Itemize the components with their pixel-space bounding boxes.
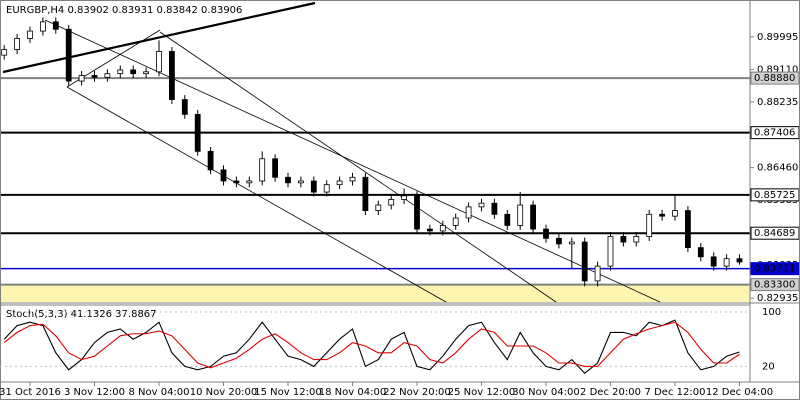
y-tick-label: 0.82935 xyxy=(757,293,798,304)
candle-body xyxy=(272,158,279,178)
x-tick-label: 25 Nov 12:00 xyxy=(448,387,515,398)
x-tick-label: 18 Nov 04:00 xyxy=(319,387,386,398)
candle-body xyxy=(620,236,627,243)
candle-body xyxy=(156,51,162,73)
candle-body xyxy=(323,184,330,193)
candle-body xyxy=(310,180,317,193)
channel-line xyxy=(159,31,557,303)
x-tick-label: 7 Dec 12:00 xyxy=(645,387,706,398)
candle-body xyxy=(297,180,304,184)
candle-body xyxy=(388,199,395,206)
level-label: 0.85725 xyxy=(754,190,795,201)
candle-body xyxy=(543,228,549,239)
x-tick-label: 22 Nov 20:00 xyxy=(383,387,450,398)
candle-body xyxy=(723,258,730,267)
candle-body xyxy=(491,202,498,215)
stoch-title: Stoch(5,3,3) 41.1326 37.8867 xyxy=(6,309,157,320)
candle-body xyxy=(452,217,459,226)
candle-body xyxy=(130,69,137,75)
candle-body xyxy=(259,158,266,182)
candle-body xyxy=(207,150,214,171)
candle-body xyxy=(581,241,588,282)
candle-body xyxy=(685,210,691,248)
candle-body xyxy=(697,247,704,258)
candle-body xyxy=(1,49,8,56)
candle-body xyxy=(104,73,111,78)
level-layer xyxy=(0,77,750,286)
candle-body xyxy=(414,195,420,230)
candle-body xyxy=(285,176,291,184)
candle-body xyxy=(117,69,124,75)
y-tick-label: 0.86460 xyxy=(757,163,798,174)
zone-layer xyxy=(0,284,750,302)
candle-layer xyxy=(1,17,743,287)
candle-body xyxy=(27,30,33,39)
y-tick-label: 100 xyxy=(762,307,781,318)
candle-body xyxy=(168,51,175,100)
candle-body xyxy=(349,176,356,182)
candle-body xyxy=(362,176,369,211)
candle-body xyxy=(233,180,240,184)
candle-body xyxy=(14,38,21,50)
x-tick-label: 30 Nov 04:00 xyxy=(512,387,579,398)
candle-body xyxy=(439,224,446,232)
candle-body xyxy=(91,75,98,78)
y-tick-label: 0.89110 xyxy=(757,65,798,76)
candle-body xyxy=(220,169,227,182)
candle-body xyxy=(710,256,717,267)
x-tick-label: 12 Dec 04:00 xyxy=(706,387,773,398)
candle-body xyxy=(65,28,72,82)
candle-body xyxy=(504,213,511,226)
candle-body xyxy=(194,113,201,152)
candle-body xyxy=(78,75,85,82)
candle-body xyxy=(568,241,575,245)
level-label: 0.87406 xyxy=(754,128,795,139)
candle-body xyxy=(607,236,614,267)
chart-title: EURGBP,H4 0.83902 0.83931 0.83842 0.8390… xyxy=(6,5,242,16)
candle-body xyxy=(556,237,562,245)
candle-body xyxy=(530,204,536,230)
candle-body xyxy=(646,213,653,237)
x-tick-label: 31 Oct 2016 xyxy=(0,387,61,398)
channel-line xyxy=(66,86,447,303)
level-label: 0.84689 xyxy=(754,228,795,239)
candle-body xyxy=(246,180,253,184)
candle-body xyxy=(336,180,343,186)
candle-body xyxy=(465,206,472,219)
level-label: 0.83731 xyxy=(754,264,795,275)
stoch-line xyxy=(3,321,740,369)
zone xyxy=(0,284,750,302)
y-tick-label: 0.89995 xyxy=(757,32,798,43)
candle-body xyxy=(478,202,485,208)
candle-body xyxy=(181,99,188,115)
candle-body xyxy=(594,265,601,282)
candle-body xyxy=(672,210,678,217)
x-tick-label: 8 Nov 04:00 xyxy=(128,387,189,398)
trend-line xyxy=(2,1,316,74)
label-layer: 0.899950.891100.882350.864600.855850.838… xyxy=(750,32,800,304)
candle-body xyxy=(143,71,150,75)
candle-body xyxy=(375,204,382,211)
x-tick-label: 10 Nov 20:00 xyxy=(190,387,257,398)
y-tick-label: 20 xyxy=(762,361,775,372)
candle-body xyxy=(517,204,524,226)
candle-body xyxy=(659,213,665,217)
candle-body xyxy=(736,258,743,263)
candle-body xyxy=(40,21,46,32)
level-label: 0.83300 xyxy=(754,280,795,291)
candle-body xyxy=(52,21,59,30)
level-label: 0.88880 xyxy=(754,73,795,84)
x-tick-label: 15 Nov 12:00 xyxy=(254,387,321,398)
x-tick-label: 3 Nov 12:00 xyxy=(64,387,125,398)
x-tick-label: 2 Dec 20:00 xyxy=(580,387,641,398)
candle-body xyxy=(426,228,433,232)
channel-line xyxy=(44,19,661,303)
candle-body xyxy=(401,195,408,200)
stoch-line xyxy=(3,319,740,374)
candle-body xyxy=(633,236,640,243)
y-tick-label: 0.88235 xyxy=(757,97,798,108)
